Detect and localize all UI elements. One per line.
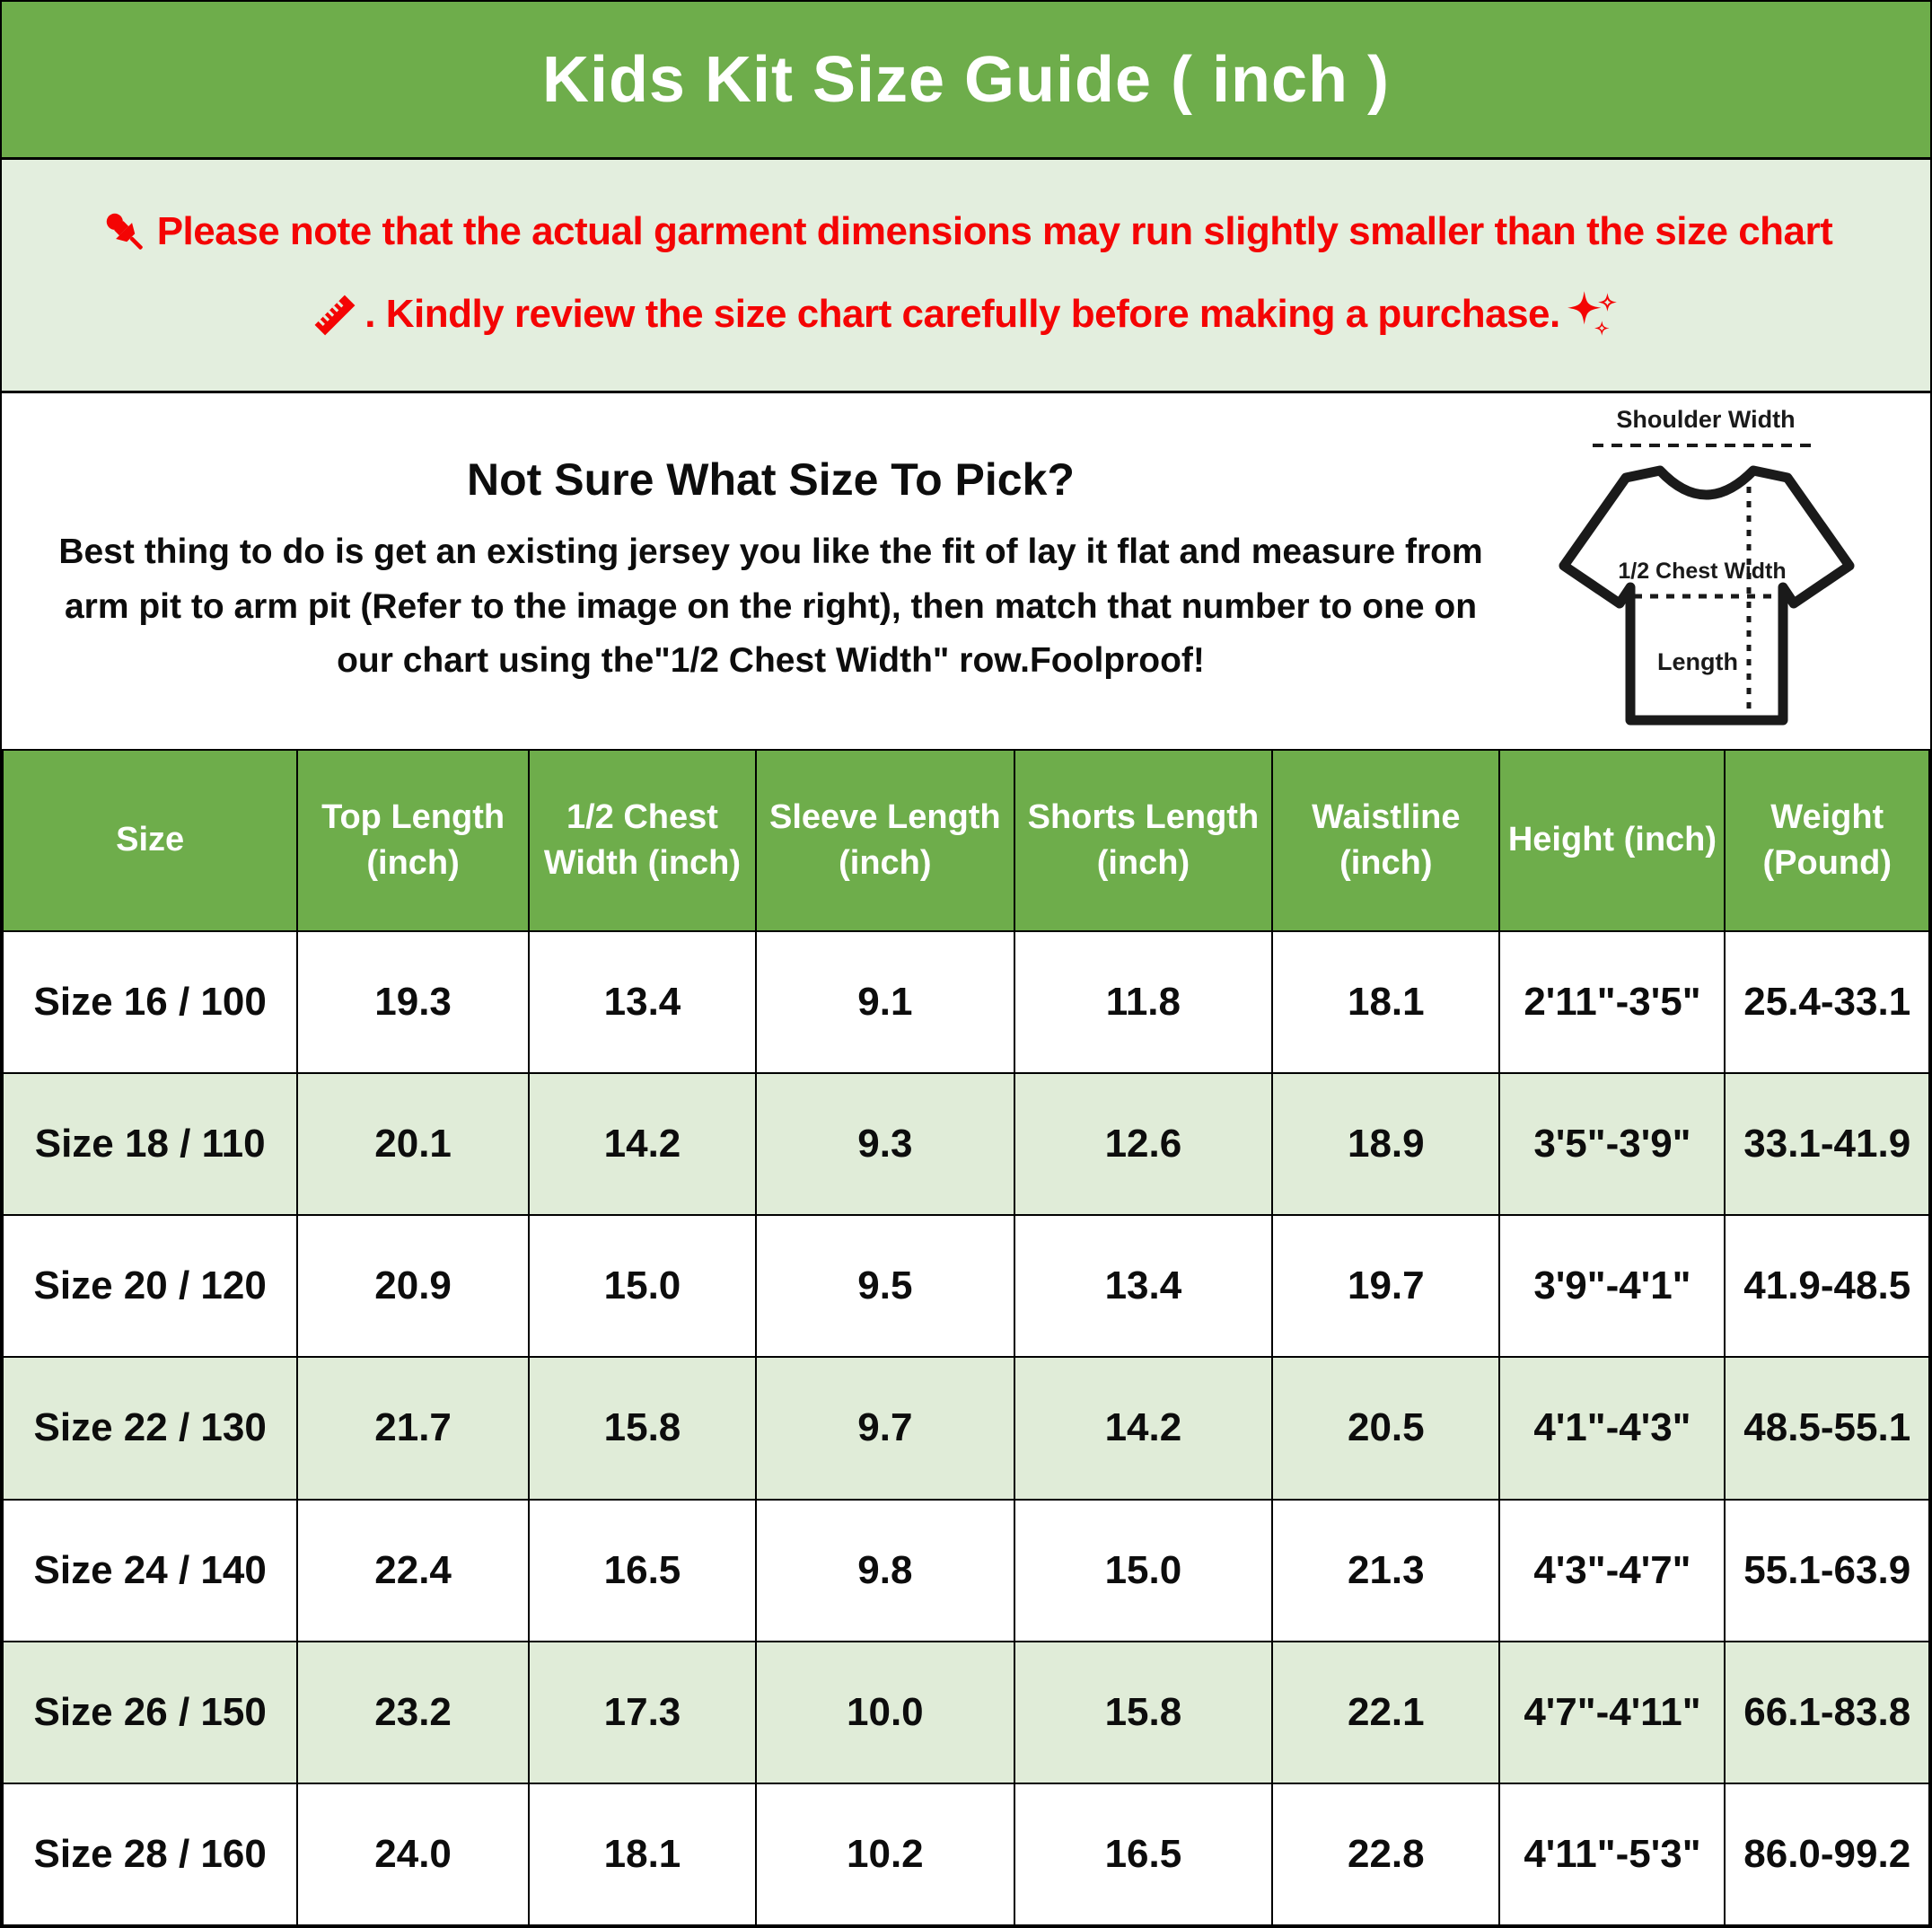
col-header-size: Size — [1, 749, 299, 932]
cell-shorts-length: 13.4 — [1013, 1214, 1274, 1359]
cell-top-length: 19.3 — [296, 929, 530, 1075]
table-row: Size 28 / 160 24.0 18.1 10.2 16.5 22.8 4… — [1, 1782, 1930, 1927]
cell-top-length: 23.2 — [296, 1640, 530, 1784]
ruler-icon — [314, 295, 356, 335]
cell-size: Size 18 / 110 — [1, 1072, 299, 1217]
cell-shorts-length: 11.8 — [1013, 929, 1274, 1075]
cell-sleeve-length: 9.5 — [755, 1214, 1015, 1359]
table-header-row: Size Top Length (inch) 1/2 Chest Width (… — [1, 749, 1930, 932]
cell-height: 4'7"-4'11" — [1498, 1640, 1726, 1784]
cell-half-chest: 18.1 — [527, 1782, 758, 1927]
cell-size: Size 26 / 150 — [1, 1640, 299, 1784]
cell-waistline: 20.5 — [1271, 1356, 1501, 1501]
length-label: Length — [1657, 648, 1738, 675]
tshirt-diagram: Shoulder Width 1/2 Chest Width Length — [1508, 393, 1930, 749]
cell-waistline: 18.1 — [1271, 929, 1501, 1075]
cell-weight: 48.5-55.1 — [1724, 1356, 1930, 1501]
table-row: Size 26 / 150 23.2 17.3 10.0 15.8 22.1 4… — [1, 1640, 1930, 1784]
cell-size: Size 16 / 100 — [1, 929, 299, 1075]
cell-waistline: 22.1 — [1271, 1640, 1501, 1784]
table-row: Size 16 / 100 19.3 13.4 9.1 11.8 18.1 2'… — [1, 929, 1930, 1075]
notice-text-2: . Kindly review the size chart carefully… — [364, 292, 1560, 337]
cell-sleeve-length: 9.7 — [755, 1356, 1015, 1501]
notice-text-1: Please note that the actual garment dime… — [156, 209, 1833, 254]
table-row: Size 22 / 130 21.7 15.8 9.7 14.2 20.5 4'… — [1, 1356, 1930, 1501]
sparkles-icon — [1567, 290, 1617, 336]
cell-weight: 55.1-63.9 — [1724, 1498, 1930, 1642]
notice-banner: Please note that the actual garment dime… — [2, 160, 1930, 393]
pushpin-icon — [106, 213, 143, 250]
cell-half-chest: 13.4 — [527, 929, 758, 1075]
cell-sleeve-length: 9.1 — [755, 929, 1015, 1075]
cell-height: 2'11"-3'5" — [1498, 929, 1726, 1075]
cell-half-chest: 16.5 — [527, 1498, 758, 1642]
cell-top-length: 24.0 — [296, 1782, 530, 1927]
table-row: Size 24 / 140 22.4 16.5 9.8 15.0 21.3 4'… — [1, 1498, 1930, 1642]
cell-size: Size 28 / 160 — [1, 1782, 299, 1927]
cell-top-length: 22.4 — [296, 1498, 530, 1642]
cell-waistline: 19.7 — [1271, 1214, 1501, 1359]
cell-weight: 86.0-99.2 — [1724, 1782, 1930, 1927]
cell-height: 4'11"-5'3" — [1498, 1782, 1726, 1927]
cell-half-chest: 17.3 — [527, 1640, 758, 1784]
cell-size: Size 22 / 130 — [1, 1356, 299, 1501]
size-table: Size Top Length (inch) 1/2 Chest Width (… — [1, 749, 1930, 1927]
cell-half-chest: 15.8 — [527, 1356, 758, 1501]
size-help-heading: Not Sure What Size To Pick? — [467, 454, 1075, 506]
size-table-wrap: Size Top Length (inch) 1/2 Chest Width (… — [1, 749, 1930, 1927]
table-row: Size 18 / 110 20.1 14.2 9.3 12.6 18.9 3'… — [1, 1072, 1930, 1217]
cell-shorts-length: 14.2 — [1013, 1356, 1274, 1501]
cell-sleeve-length: 10.2 — [755, 1782, 1015, 1927]
cell-top-length: 21.7 — [296, 1356, 530, 1501]
col-header-height: Height (inch) — [1498, 749, 1726, 932]
cell-size: Size 24 / 140 — [1, 1498, 299, 1642]
col-header-half-chest: 1/2 Chest Width (inch) — [527, 749, 758, 932]
cell-weight: 66.1-83.8 — [1724, 1640, 1930, 1784]
col-header-sleeve-length: Sleeve Length (inch) — [755, 749, 1015, 932]
cell-weight: 33.1-41.9 — [1724, 1072, 1930, 1217]
col-header-shorts-length: Shorts Length (inch) — [1013, 749, 1274, 932]
notice-line-2: . Kindly review the size chart carefully… — [309, 286, 1623, 345]
cell-sleeve-length: 9.8 — [755, 1498, 1015, 1642]
cell-weight: 25.4-33.1 — [1724, 929, 1930, 1075]
shoulder-width-label: Shoulder Width — [1616, 406, 1795, 433]
table-row: Size 20 / 120 20.9 15.0 9.5 13.4 19.7 3'… — [1, 1214, 1930, 1359]
cell-waistline: 21.3 — [1271, 1498, 1501, 1642]
cell-shorts-length: 12.6 — [1013, 1072, 1274, 1217]
col-header-weight: Weight (Pound) — [1724, 749, 1930, 932]
notice-line-1: Please note that the actual garment dime… — [100, 207, 1833, 259]
col-header-waistline: Waistline (inch) — [1271, 749, 1501, 932]
cell-shorts-length: 15.0 — [1013, 1498, 1274, 1642]
cell-sleeve-length: 9.3 — [755, 1072, 1015, 1217]
page-title: Kids Kit Size Guide ( inch ) — [541, 43, 1391, 116]
cell-height: 4'3"-4'7" — [1498, 1498, 1726, 1642]
cell-shorts-length: 15.8 — [1013, 1640, 1274, 1784]
cell-half-chest: 14.2 — [527, 1072, 758, 1217]
cell-height: 3'5"-3'9" — [1498, 1072, 1726, 1217]
cell-size: Size 20 / 120 — [1, 1214, 299, 1359]
cell-height: 3'9"-4'1" — [1498, 1214, 1726, 1359]
size-help-body: Best thing to do is get an existing jers… — [58, 533, 1483, 681]
cell-weight: 41.9-48.5 — [1724, 1214, 1930, 1359]
half-chest-width-label: 1/2 Chest Width — [1618, 559, 1786, 584]
cell-top-length: 20.9 — [296, 1214, 530, 1359]
cell-top-length: 20.1 — [296, 1072, 530, 1217]
cell-sleeve-length: 10.0 — [755, 1640, 1015, 1784]
title-bar: Kids Kit Size Guide ( inch ) — [2, 2, 1930, 160]
cell-shorts-length: 16.5 — [1013, 1782, 1274, 1927]
cell-waistline: 18.9 — [1271, 1072, 1501, 1217]
cell-waistline: 22.8 — [1271, 1782, 1501, 1927]
cell-height: 4'1"-4'3" — [1498, 1356, 1726, 1501]
tshirt-measure-illustration: Shoulder Width 1/2 Chest Width Length — [1559, 406, 1855, 726]
size-help-section: Not Sure What Size To Pick? Best thing t… — [2, 393, 1930, 749]
col-header-top-length: Top Length (inch) — [296, 749, 530, 932]
size-help-text: Not Sure What Size To Pick? Best thing t… — [2, 393, 1508, 749]
cell-half-chest: 15.0 — [527, 1214, 758, 1359]
